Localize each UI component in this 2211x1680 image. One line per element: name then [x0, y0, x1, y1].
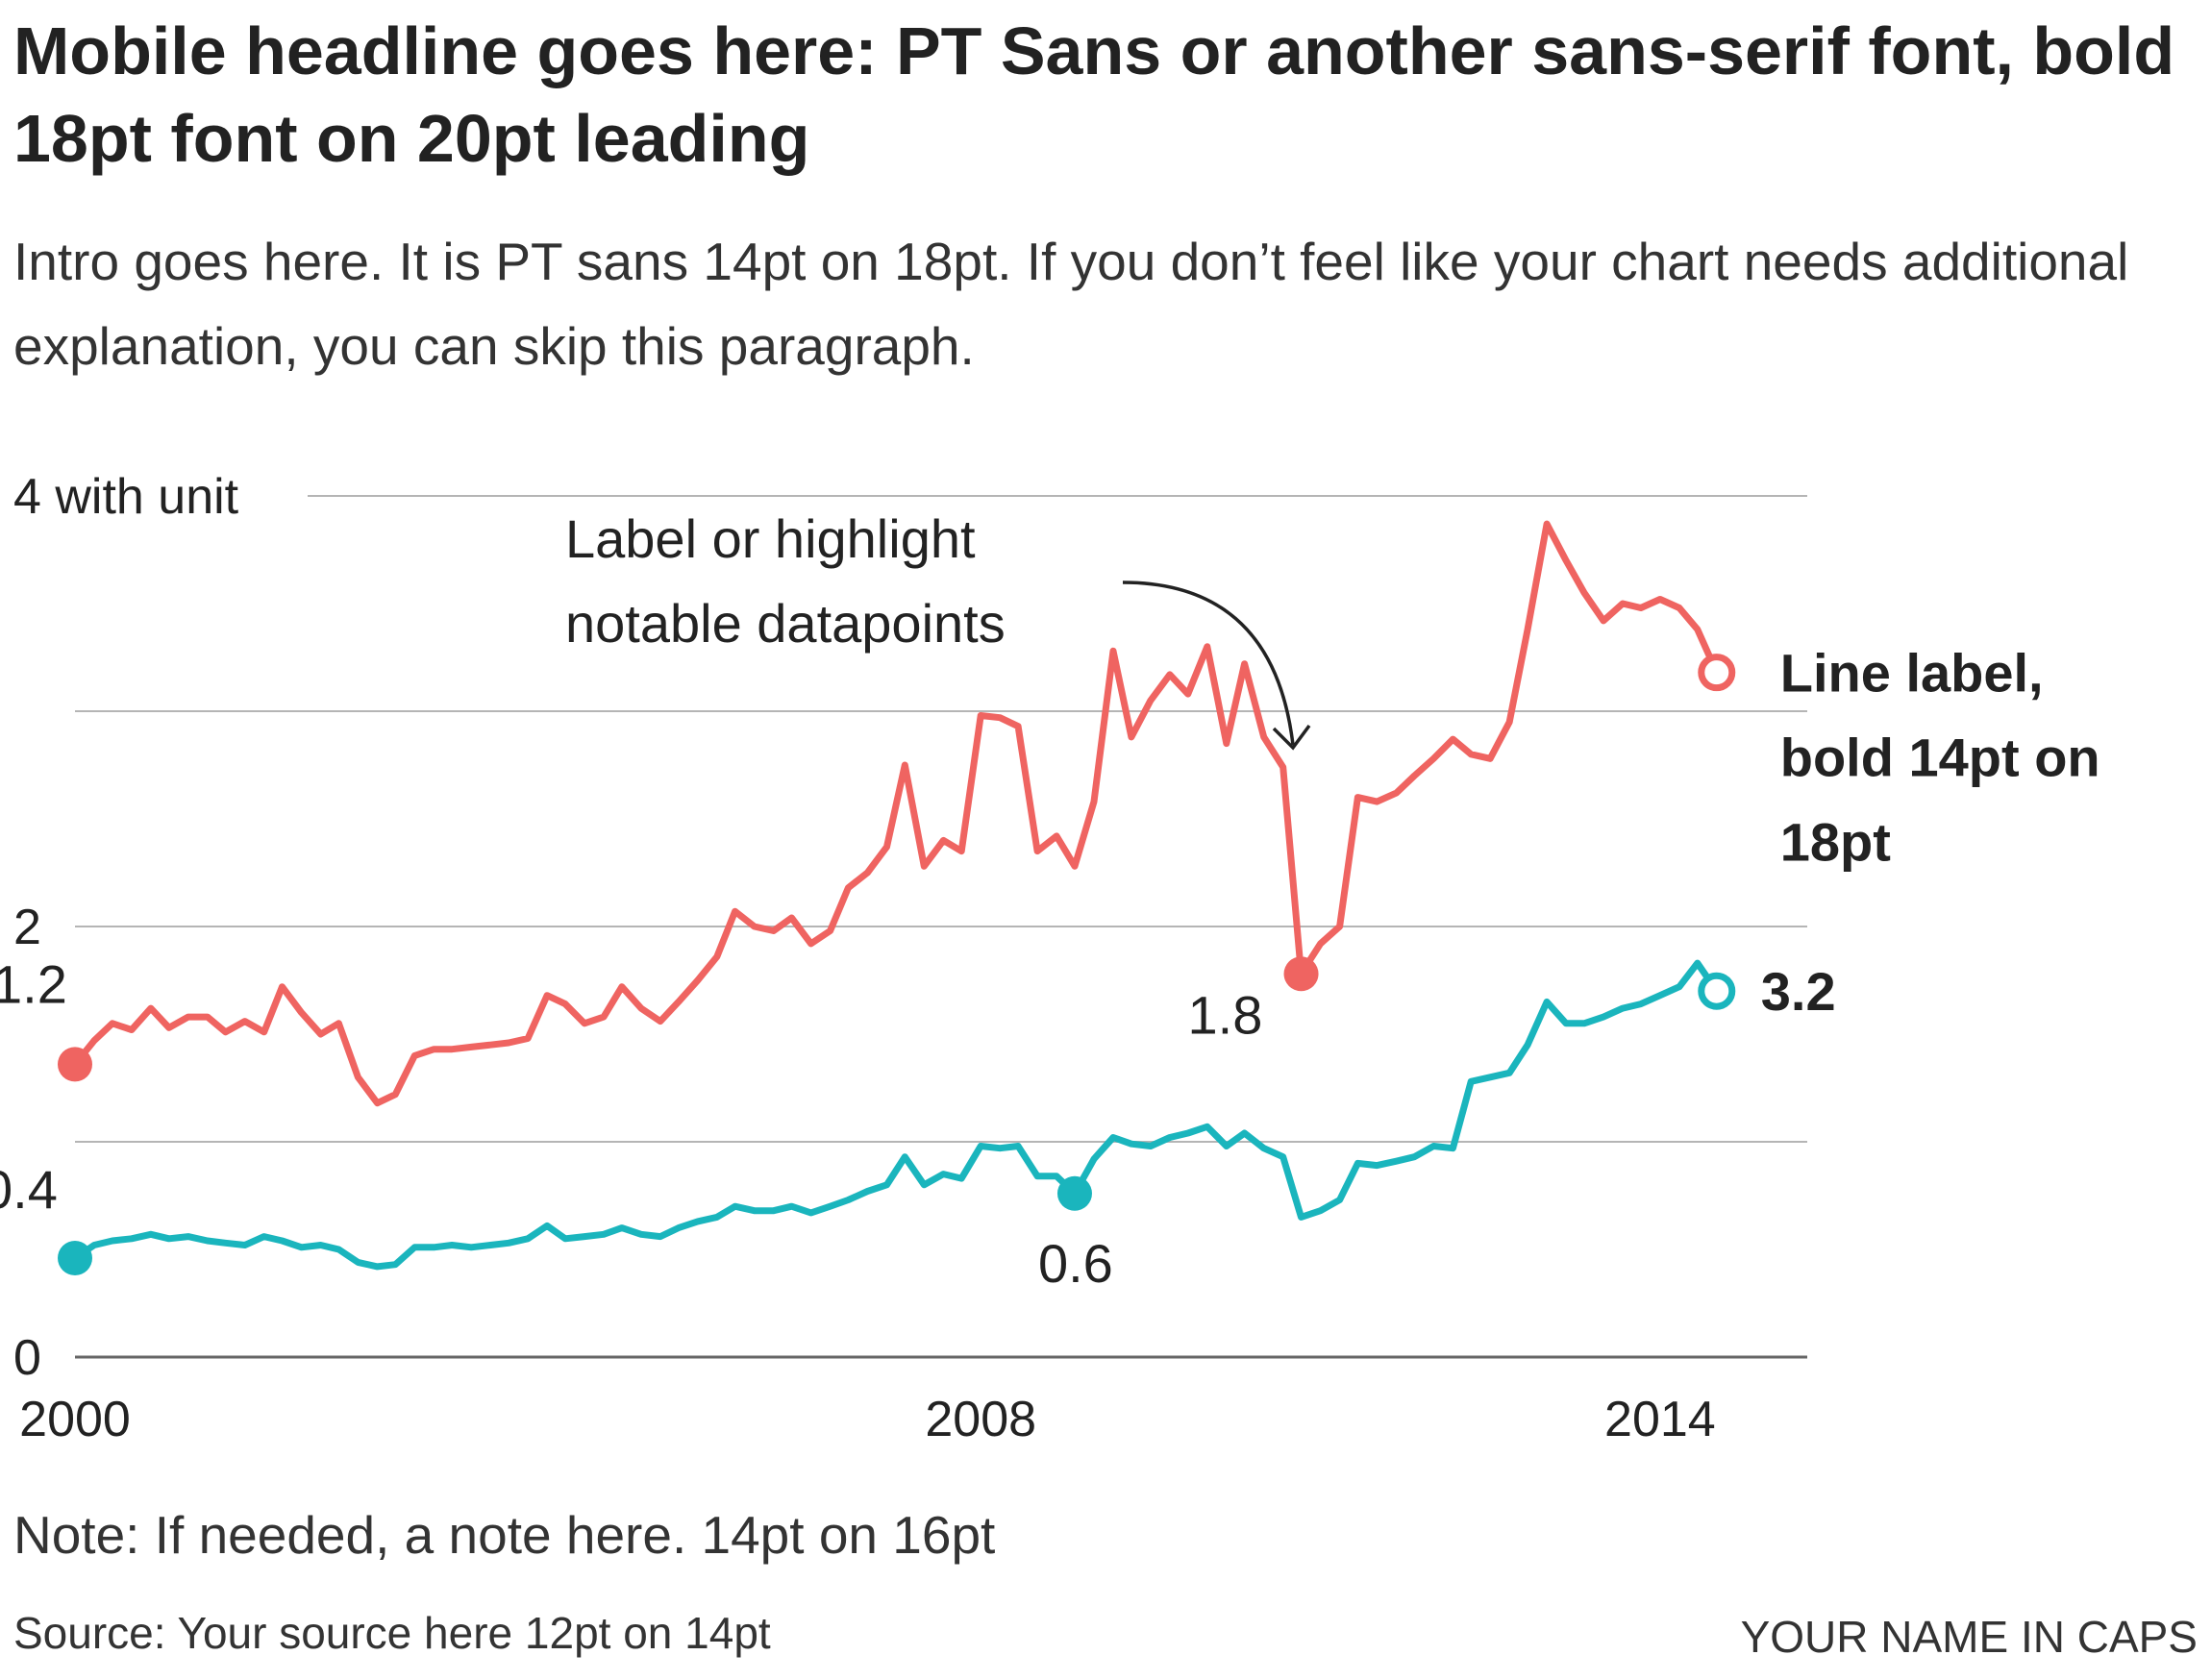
annotation-text-line-1: Label or highlight: [565, 508, 976, 569]
annotation-arrow: [1122, 581, 1295, 746]
source: Source: Your source here 12pt on 14pt: [13, 1608, 771, 1658]
x-tick-label: 2008: [925, 1392, 1036, 1447]
end-labels: Line label, bold 14pt on 18pt 3.2: [1698, 643, 2100, 1022]
annotation-text-line-2: notable datapoints: [565, 593, 1006, 654]
highlight-label-red_dip: 1.8: [1188, 984, 1263, 1045]
end-marker-red: [1698, 654, 1736, 692]
end-label-red-line: bold 14pt on: [1780, 728, 2100, 788]
end-label-red-line: 18pt: [1780, 812, 1891, 873]
end-marker-teal: [1698, 972, 1736, 1010]
x-tick-label: 2014: [1604, 1392, 1716, 1447]
series-lines: [71, 520, 1721, 1271]
highlight-marker-red_dip: [1283, 956, 1319, 992]
highlight-marker-teal_mid: [1056, 1175, 1092, 1211]
byline: YOUR NAME IN CAPS: [1740, 1612, 2198, 1662]
point-markers: 1.2 1.8 0.4 0.6: [0, 953, 1319, 1294]
end-label-red: Line label, bold 14pt on 18pt: [1780, 643, 2100, 873]
x-tick-labels: 2000 2008 2014: [19, 1392, 1716, 1447]
annotation-arrowhead: [1272, 724, 1311, 751]
series-line-teal: [71, 959, 1721, 1271]
headline: Mobile headline goes here: PT Sans or an…: [13, 13, 2175, 176]
y-tick-label: 4 with unit: [13, 469, 239, 525]
highlight-label-teal_mid: 0.6: [1038, 1233, 1113, 1294]
highlight-label-red_start: 1.2: [0, 953, 67, 1014]
highlight-marker-teal_start: [58, 1240, 92, 1275]
y-tick-label: 2: [13, 900, 41, 955]
highlight-label-teal_start: 0.4: [0, 1159, 58, 1220]
highlight-marker-red_start: [58, 1047, 92, 1082]
end-label-teal: 3.2: [1761, 961, 1836, 1022]
annotation: Label or highlight notable datapoints: [565, 508, 1311, 751]
y-tick-label: 0: [13, 1330, 41, 1386]
intro-paragraph: Intro goes here. It is PT sans 14pt on 1…: [13, 232, 2129, 376]
end-label-red-line: Line label,: [1780, 643, 2044, 704]
gridlines: [75, 495, 1807, 1143]
series-line-red: [71, 520, 1721, 1107]
note: Note: If needed, a note here. 14pt on 16…: [13, 1505, 996, 1565]
x-tick-label: 2000: [19, 1392, 131, 1447]
y-tick-labels: 0 2 4 with unit: [13, 469, 239, 1386]
